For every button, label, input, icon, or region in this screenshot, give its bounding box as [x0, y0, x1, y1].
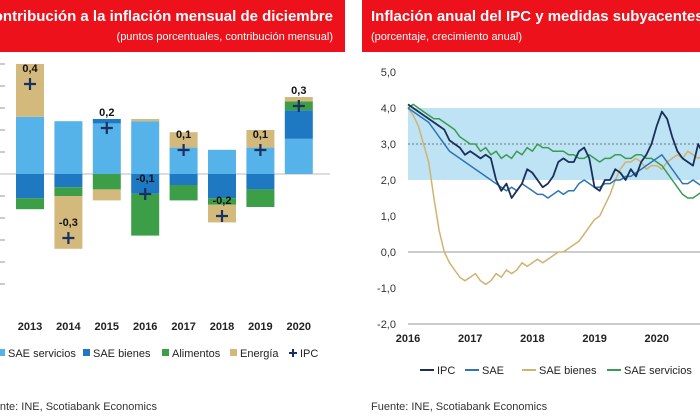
- x-tick-label-2013: 2013: [18, 321, 42, 333]
- bar-sae-servicios-2018: [208, 149, 236, 174]
- right-chart-banner: Inflación anual del IPC y medidas subyac…: [362, 0, 700, 52]
- bar-energ-a-2013: [16, 64, 44, 117]
- bar-sae-servicios-2020: [284, 138, 313, 174]
- left-chart-source: Fuente: INE, Scotiabank Economics: [0, 401, 157, 413]
- legend-label-energ-a: Energía: [240, 348, 279, 360]
- bar-energ-a-2016: [131, 119, 160, 122]
- x-tick-label-2019: 2019: [582, 333, 606, 345]
- data-label-2017: 0,1: [176, 129, 191, 141]
- y-tick-label: 4,0: [381, 103, 396, 115]
- ipc-marker-2016: [139, 188, 152, 200]
- right-chart-title: Inflación anual del IPC y medidas subyac…: [371, 8, 700, 25]
- bar-sae-bienes-2018: [208, 174, 236, 199]
- y-tick-label: -2,0: [377, 319, 396, 331]
- x-tick-label-2016: 2016: [133, 321, 157, 333]
- legend-swatch-alimentos: [162, 349, 169, 356]
- panel-gap: [345, 0, 362, 420]
- bar-alimentos-2013: [16, 198, 44, 210]
- bar-alimentos-2015: [92, 174, 121, 190]
- x-tick-label-2014: 2014: [56, 321, 81, 333]
- x-tick-label-2017: 2017: [171, 321, 195, 333]
- left-legend: SAE servicios SAE bienes Alimentos Energía I…: [0, 348, 318, 360]
- data-label-2014: -0,3: [59, 217, 78, 229]
- bar-sae-bienes-2014: [54, 174, 83, 188]
- bar-sae-bienes-2015: [92, 119, 121, 124]
- bar-sae-servicios-2016: [131, 121, 160, 174]
- data-label-2015: 0,2: [99, 107, 114, 119]
- y-tick-label: 0,0: [381, 247, 396, 259]
- legend-label-sae-bienes: SAE bienes: [539, 365, 597, 377]
- x-tick-label-2020: 2020: [645, 333, 669, 345]
- bar-alimentos-2018: [208, 198, 236, 205]
- bar-alimentos-2016: [131, 193, 160, 236]
- legend-swatch-ipc: [289, 349, 297, 357]
- y-tick-label: 5,0: [381, 67, 396, 79]
- x-tick-label-2015: 2015: [95, 321, 119, 333]
- data-label-2018: -0,2: [213, 195, 232, 207]
- data-label-2019: 0,1: [253, 129, 268, 141]
- bar-energ-a-2020: [284, 97, 313, 102]
- bar-alimentos-2019: [246, 189, 275, 207]
- y-tick-label: -1,0: [377, 283, 396, 295]
- inflation-line-chart: -2,0 -1,0 0,0 1,0 2,0 3,0 4,0 5,0 2016 2017 2018 20…: [377, 67, 700, 377]
- ipc-marker-2014: [62, 232, 75, 244]
- right-chart-subtitle: (porcentaje, crecimiento anual): [371, 31, 523, 43]
- bar-sae-servicios-2013: [16, 116, 44, 174]
- line-ipc: [407, 103, 700, 199]
- bar-energ-a-2017: [169, 132, 198, 148]
- y-tick-label: 2,0: [381, 175, 396, 187]
- ipc-marker-2017: [177, 144, 190, 156]
- legend-swatch-energ-a: [230, 349, 237, 356]
- legend-label-sae-bienes: SAE bienes: [93, 348, 151, 360]
- contribution-bar-chart: 0,4 2013 -0,3 2014 0,2 2015 -0,1 2016 0,1 2017 -0,…: [0, 63, 330, 360]
- legend-label-sae: SAE: [482, 365, 504, 377]
- legend-swatch-sae-bienes: [83, 349, 90, 356]
- x-tick-label-2018: 2018: [520, 333, 544, 345]
- ipc-marker-2018: [216, 210, 228, 222]
- right-chart-panel: Inflación anual del IPC y medidas subyac…: [362, 0, 700, 420]
- x-tick-label-2020: 2020: [287, 321, 311, 333]
- x-tick-label-2016: 2016: [396, 333, 420, 345]
- left-chart-title: Contribución a la inflación mensual de d…: [0, 8, 333, 25]
- legend-label-sae-servicios: SAE servicios: [624, 365, 692, 377]
- left-chart-banner: Contribución a la inflación mensual de d…: [0, 0, 345, 52]
- line-sae: [407, 107, 700, 199]
- bar-sae-bienes-2020: [284, 110, 313, 139]
- x-tick-label-2017: 2017: [458, 333, 482, 345]
- bar-alimentos-2017: [169, 185, 198, 201]
- legend-label-sae-servicios: SAE servicios: [8, 348, 76, 360]
- bar-sae-bienes-2013: [16, 174, 44, 199]
- data-label-2013: 0,4: [22, 63, 38, 75]
- right-legend: IPC SAE SAE bienes SAE servicios: [420, 365, 692, 377]
- ipc-marker-2019: [254, 144, 267, 156]
- ipc-marker-2013: [24, 78, 36, 90]
- ipc-marker-2015: [100, 122, 113, 134]
- bar-energ-a-2015: [92, 189, 121, 201]
- bar-sae-servicios-2014: [54, 121, 83, 174]
- ipc-marker-2020: [292, 100, 305, 112]
- bar-sae-bienes-2019: [246, 174, 275, 190]
- bar-sae-bienes-2017: [169, 174, 198, 185]
- data-label-2016: -0,1: [136, 173, 155, 185]
- legend-label-ipc: IPC: [300, 348, 318, 360]
- right-chart-source: Fuente: INE, Scotiabank Economics: [371, 401, 548, 413]
- left-chart-subtitle: (puntos porcentuales, contribución mensu…: [116, 31, 333, 43]
- line-sae-servicios: [407, 103, 700, 199]
- legend-label-alimentos: Alimentos: [172, 348, 221, 360]
- bar-sae-bienes-2016: [131, 174, 160, 194]
- x-tick-label-2018: 2018: [210, 321, 234, 333]
- bar-alimentos-2014: [54, 187, 83, 196]
- x-tick-label-2019: 2019: [248, 321, 272, 333]
- legend-label-ipc: IPC: [437, 365, 455, 377]
- left-chart-panel: Contribución a la inflación mensual de d…: [0, 0, 345, 420]
- data-label-2020: 0,3: [291, 85, 306, 97]
- y-tick-label: 1,0: [381, 211, 396, 223]
- legend-swatch-sae-servicios: [0, 349, 5, 356]
- bar-energ-a-2019: [246, 130, 275, 148]
- y-tick-label: 3,0: [381, 139, 396, 151]
